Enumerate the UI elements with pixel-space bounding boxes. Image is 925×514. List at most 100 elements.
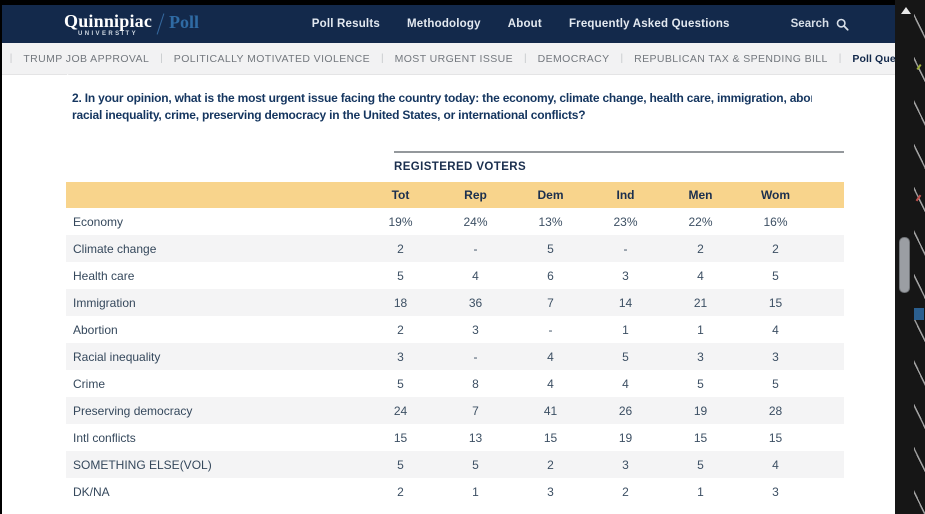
row-label: Crime: [66, 377, 363, 391]
cell-value: 3: [588, 458, 663, 472]
cell-value: 6: [513, 269, 588, 283]
row-label: Racial inequality: [66, 350, 363, 364]
cell-value: 1: [588, 323, 663, 337]
nav-item-methodology[interactable]: Methodology: [407, 18, 481, 30]
results-table: REGISTERED VOTERS Tot Rep Dem Ind Men Wo…: [66, 151, 844, 505]
cell-value: 41: [513, 404, 588, 418]
logo-poll-text: Poll: [169, 13, 199, 31]
cell-value: 26: [588, 404, 663, 418]
cell-value: 1: [663, 323, 738, 337]
logo-slash-divider: [157, 13, 165, 34]
cell-value: 3: [363, 350, 438, 364]
screen-frame: Quinnipiac UNIVERSITY Poll Poll Results …: [0, 0, 925, 514]
topic-tab-democracy[interactable]: DEMOCRACY: [538, 53, 610, 65]
nav-separator: |: [381, 53, 384, 64]
table-row: Immigration18367142115: [66, 289, 844, 316]
cell-value: 22%: [663, 215, 738, 229]
cell-value: 2: [588, 485, 663, 499]
nav-separator: |: [621, 53, 624, 64]
logo-text: Quinnipiac: [64, 12, 152, 30]
browser-viewport: Quinnipiac UNIVERSITY Poll Poll Results …: [2, 5, 895, 514]
cell-value: 1: [663, 485, 738, 499]
site-header: Quinnipiac UNIVERSITY Poll Poll Results …: [2, 5, 895, 43]
column-header-men: Men: [663, 188, 738, 202]
row-label: Immigration: [66, 296, 363, 310]
table-body: Economy19%24%13%23%22%16%Climate change2…: [66, 208, 844, 505]
cell-value: 3: [738, 485, 813, 499]
table-row: DK/NA213213: [66, 478, 844, 505]
column-header-dem: Dem: [513, 188, 588, 202]
editor-speck: [914, 308, 924, 320]
cell-value: 24: [363, 404, 438, 418]
search-label: Search: [791, 18, 829, 30]
cell-value: 4: [663, 269, 738, 283]
cell-value: 24%: [438, 215, 513, 229]
cell-value: 5: [363, 377, 438, 391]
cell-value: 16%: [738, 215, 813, 229]
row-label: DK/NA: [66, 485, 363, 499]
table-row: Economy19%24%13%23%22%16%: [66, 208, 844, 235]
table-row: Preserving democracy24741261928: [66, 397, 844, 424]
cell-value: 23%: [588, 215, 663, 229]
cell-value: 5: [513, 242, 588, 256]
table-row: Health care546345: [66, 262, 844, 289]
registered-voters-label: REGISTERED VOTERS: [394, 161, 526, 173]
scroll-up-button[interactable]: [901, 7, 911, 14]
cell-value: 5: [738, 269, 813, 283]
poll-topics-nav: ESTS | TRUMP JOB APPROVAL | POLITICALLY …: [2, 43, 895, 75]
cell-value: 2: [363, 323, 438, 337]
cell-value: 3: [513, 485, 588, 499]
poll-question: 2. In your opinion, what is the most urg…: [2, 75, 812, 124]
cell-value: 4: [738, 458, 813, 472]
primary-nav: Poll Results Methodology About Frequentl…: [312, 18, 849, 31]
topic-tab-poll-questions[interactable]: Poll Questions: [852, 53, 895, 65]
logo-wordmark: Quinnipiac UNIVERSITY: [64, 12, 152, 37]
table-row: Climate change2-5-22: [66, 235, 844, 262]
row-label: Preserving democracy: [66, 404, 363, 418]
cell-value: 5: [663, 377, 738, 391]
cell-value: 4: [513, 350, 588, 364]
row-label: Health care: [66, 269, 363, 283]
search-button[interactable]: Search: [791, 18, 849, 31]
search-icon: [836, 18, 849, 31]
row-label: Abortion: [66, 323, 363, 337]
cell-value: 4: [438, 269, 513, 283]
cell-value: -: [588, 242, 663, 256]
cell-value: 19: [663, 404, 738, 418]
row-label: SOMETHING ELSE(VOL): [66, 458, 363, 472]
cell-value: 15: [738, 296, 813, 310]
cell-value: 4: [513, 377, 588, 391]
quinnipiac-poll-logo[interactable]: Quinnipiac UNIVERSITY Poll: [64, 12, 199, 37]
cell-value: 5: [663, 458, 738, 472]
cell-value: 2: [663, 242, 738, 256]
nav-item-about[interactable]: About: [508, 18, 542, 30]
topic-tab-politically-motivated-violence[interactable]: POLITICALLY MOTIVATED VIOLENCE: [174, 53, 370, 65]
table-section-header: REGISTERED VOTERS: [394, 151, 844, 175]
cell-value: 3: [738, 350, 813, 364]
table-row: SOMETHING ELSE(VOL)552354: [66, 451, 844, 478]
topic-tab-most-urgent-issue[interactable]: MOST URGENT ISSUE: [395, 53, 513, 65]
nav-item-poll-results[interactable]: Poll Results: [312, 18, 380, 30]
cell-value: 2: [513, 458, 588, 472]
cell-value: 5: [438, 458, 513, 472]
cell-value: 19%: [363, 215, 438, 229]
poll-results-content: 2. In your opinion, what is the most urg…: [2, 75, 895, 514]
cell-value: 21: [663, 296, 738, 310]
column-header-tot: Tot: [363, 188, 438, 202]
table-row: Intl conflicts151315191515: [66, 424, 844, 451]
nav-separator: |: [10, 53, 13, 64]
row-label: Intl conflicts: [66, 431, 363, 445]
cell-value: 5: [363, 269, 438, 283]
cell-value: 3: [588, 269, 663, 283]
topic-tab-republican-tax-spending-bill[interactable]: REPUBLICAN TAX & SPENDING BILL: [634, 53, 828, 65]
cell-value: 14: [588, 296, 663, 310]
background-editor-pattern: [914, 0, 925, 514]
background-app-strip: [895, 0, 925, 514]
topic-tab-trump-job-approval[interactable]: TRUMP JOB APPROVAL: [23, 53, 149, 65]
cell-value: 19: [588, 431, 663, 445]
scrollbar-thumb[interactable]: [899, 237, 910, 293]
cell-value: 13: [438, 431, 513, 445]
cell-value: 8: [438, 377, 513, 391]
nav-item-faq[interactable]: Frequently Asked Questions: [569, 18, 730, 30]
column-header-rep: Rep: [438, 188, 513, 202]
